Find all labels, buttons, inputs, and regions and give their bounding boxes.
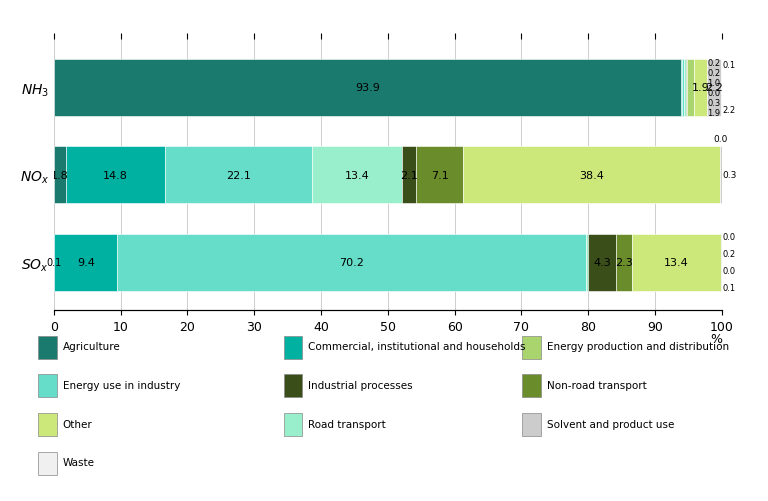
FancyBboxPatch shape bbox=[522, 413, 541, 436]
Text: 1.9: 1.9 bbox=[691, 83, 709, 93]
Text: 0.3: 0.3 bbox=[723, 171, 737, 180]
Bar bbox=[586, 234, 588, 291]
Text: 0.2: 0.2 bbox=[723, 249, 736, 259]
Bar bbox=[686, 60, 687, 116]
FancyBboxPatch shape bbox=[284, 413, 303, 436]
Text: Solvent and product use: Solvent and product use bbox=[547, 419, 674, 429]
Text: 0.2: 0.2 bbox=[707, 69, 720, 78]
Bar bbox=[66, 147, 164, 204]
Text: 0.1: 0.1 bbox=[47, 258, 61, 268]
Text: 38.4: 38.4 bbox=[579, 170, 604, 180]
Bar bbox=[54, 60, 681, 116]
Bar bbox=[402, 147, 416, 204]
FancyBboxPatch shape bbox=[38, 413, 57, 436]
Bar bbox=[55, 234, 118, 291]
Text: Energy production and distribution: Energy production and distribution bbox=[547, 342, 729, 352]
Text: 1.0: 1.0 bbox=[707, 79, 720, 88]
Text: 0.3: 0.3 bbox=[707, 99, 720, 108]
Text: 93.9: 93.9 bbox=[355, 83, 380, 93]
Text: 1.9: 1.9 bbox=[707, 108, 720, 117]
Text: 14.8: 14.8 bbox=[103, 170, 127, 180]
Bar bbox=[588, 234, 617, 291]
Text: Non-road transport: Non-road transport bbox=[547, 380, 647, 390]
Text: 0.1: 0.1 bbox=[723, 284, 736, 293]
Text: 0.2: 0.2 bbox=[707, 59, 720, 68]
Text: 7.1: 7.1 bbox=[431, 170, 449, 180]
FancyBboxPatch shape bbox=[522, 375, 541, 398]
Text: 0.1: 0.1 bbox=[723, 61, 736, 70]
FancyBboxPatch shape bbox=[38, 336, 57, 359]
Bar bbox=[707, 60, 721, 116]
Bar bbox=[720, 147, 722, 204]
Bar bbox=[684, 60, 686, 116]
Text: Commercial, institutional and households: Commercial, institutional and households bbox=[309, 342, 526, 352]
Text: Energy use in industry: Energy use in industry bbox=[62, 380, 180, 390]
Bar bbox=[617, 234, 632, 291]
Bar bbox=[681, 60, 683, 116]
Text: Industrial processes: Industrial processes bbox=[309, 380, 413, 390]
Text: %: % bbox=[710, 332, 722, 345]
Bar bbox=[313, 147, 402, 204]
Text: Other: Other bbox=[62, 419, 92, 429]
Text: 0.0: 0.0 bbox=[713, 134, 728, 143]
Text: 0.0: 0.0 bbox=[723, 267, 736, 276]
Text: Waste: Waste bbox=[62, 457, 94, 467]
Text: 0.0: 0.0 bbox=[723, 232, 736, 241]
Text: 4.3: 4.3 bbox=[593, 258, 611, 268]
FancyBboxPatch shape bbox=[38, 452, 57, 475]
Text: 0.0: 0.0 bbox=[707, 89, 720, 98]
Bar bbox=[54, 147, 66, 204]
Bar bbox=[683, 60, 684, 116]
Text: Road transport: Road transport bbox=[309, 419, 386, 429]
Bar bbox=[118, 234, 586, 291]
Bar bbox=[463, 147, 720, 204]
Text: 2.2: 2.2 bbox=[705, 83, 723, 93]
Text: 2.3: 2.3 bbox=[615, 258, 633, 268]
Text: 13.4: 13.4 bbox=[345, 170, 369, 180]
Bar bbox=[416, 147, 463, 204]
Text: 70.2: 70.2 bbox=[339, 258, 364, 268]
Text: 2.2: 2.2 bbox=[723, 106, 736, 115]
FancyBboxPatch shape bbox=[522, 336, 541, 359]
Text: Agriculture: Agriculture bbox=[62, 342, 121, 352]
Text: 1.8: 1.8 bbox=[51, 170, 68, 180]
Bar bbox=[694, 60, 707, 116]
Text: 9.4: 9.4 bbox=[77, 258, 94, 268]
Text: 2.1: 2.1 bbox=[400, 170, 418, 180]
FancyBboxPatch shape bbox=[38, 375, 57, 398]
Text: 22.1: 22.1 bbox=[226, 170, 251, 180]
Text: 13.4: 13.4 bbox=[664, 258, 689, 268]
FancyBboxPatch shape bbox=[284, 336, 303, 359]
FancyBboxPatch shape bbox=[284, 375, 303, 398]
Bar bbox=[687, 60, 694, 116]
Bar bbox=[632, 234, 721, 291]
Bar bbox=[164, 147, 313, 204]
